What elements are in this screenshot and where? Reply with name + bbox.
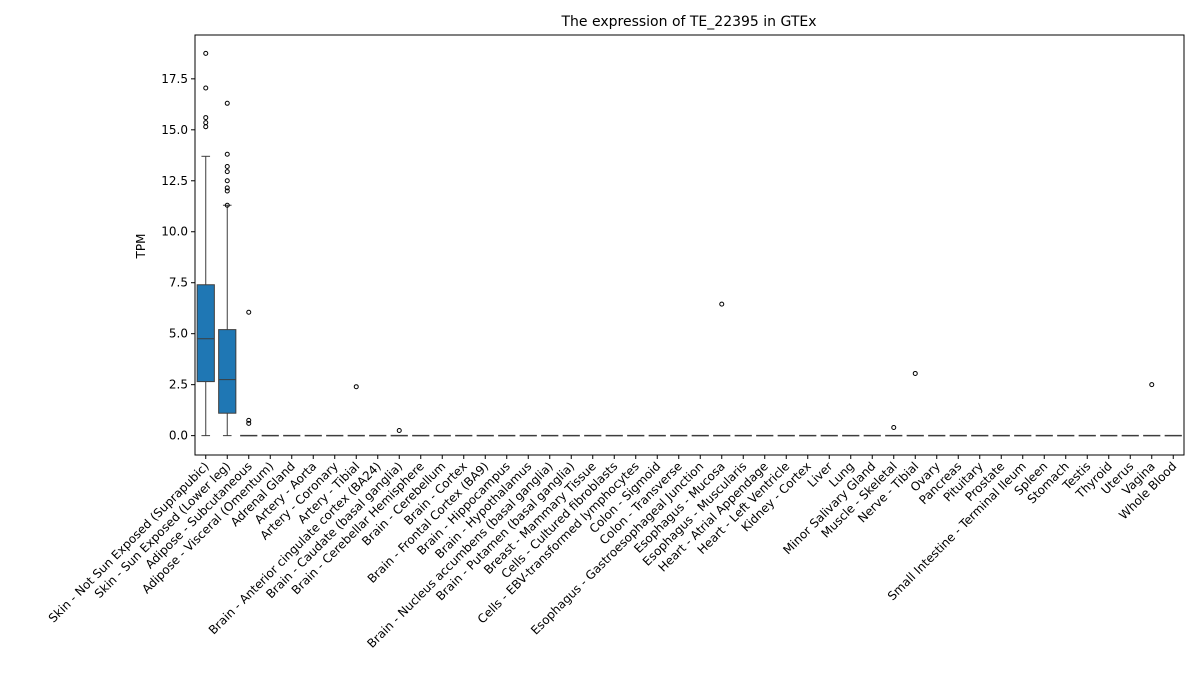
y-tick-label: 7.5 — [169, 276, 188, 290]
outlier-point — [912, 370, 918, 376]
y-axis: 0.0 2.5 5.0 7.5 10.0 12.5 15.0 17.5 — [161, 72, 195, 443]
box-group — [713, 301, 731, 437]
outlier-point — [224, 100, 230, 106]
box-group — [240, 309, 258, 437]
outlier-point — [224, 164, 230, 170]
box-group — [347, 384, 365, 437]
outlier-point — [246, 420, 252, 426]
x-axis: Skin - Not Sun Exposed (Suprapubic)Skin … — [46, 455, 1179, 651]
outlier-point — [1149, 382, 1155, 388]
outlier-point — [224, 178, 230, 184]
y-tick-label: 10.0 — [161, 225, 188, 239]
outlier-point — [891, 424, 897, 430]
outlier-point — [224, 151, 230, 157]
box-group — [218, 100, 237, 437]
y-tick-label: 2.5 — [169, 378, 188, 392]
outlier-point — [203, 120, 209, 126]
box-iqr — [196, 284, 215, 383]
outlier-point — [719, 301, 725, 307]
outlier-point — [203, 115, 209, 121]
outlier-point — [203, 124, 209, 130]
y-tick-label: 15.0 — [161, 123, 188, 137]
outlier-point — [224, 169, 230, 175]
outlier-point — [224, 202, 230, 208]
plot-marks — [196, 50, 1182, 437]
outlier-point — [246, 417, 252, 423]
outlier-point — [353, 384, 359, 390]
plot-frame — [194, 34, 1185, 456]
box-group — [885, 424, 903, 437]
outlier-point — [396, 428, 402, 434]
outlier-point — [224, 188, 230, 194]
outlier-point — [246, 309, 252, 315]
outlier-point — [203, 50, 209, 56]
y-axis-label: TPM — [134, 234, 148, 260]
box-group — [196, 50, 215, 437]
y-tick-label: 12.5 — [161, 174, 188, 188]
y-tick-label: 17.5 — [161, 72, 188, 86]
box-group — [390, 428, 408, 437]
box-group — [1143, 382, 1161, 437]
outlier-point — [203, 85, 209, 91]
outlier-point — [224, 185, 230, 191]
box-group — [906, 370, 924, 437]
y-tick-label: 0.0 — [169, 429, 188, 443]
chart-title: The expression of TE_22395 in GTEx — [560, 14, 816, 30]
box-iqr — [218, 329, 237, 414]
y-tick-label: 5.0 — [169, 327, 188, 341]
